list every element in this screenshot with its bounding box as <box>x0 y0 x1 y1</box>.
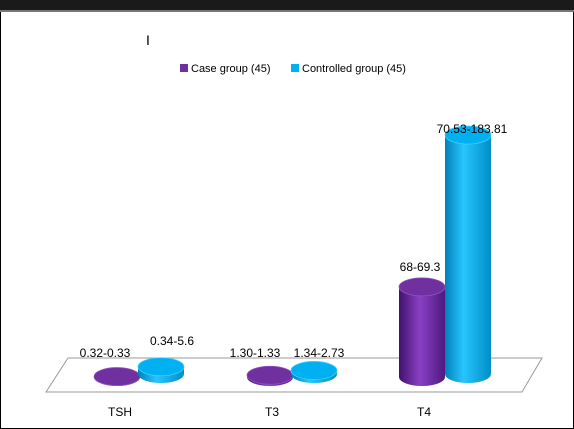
bar-t4-case <box>398 277 446 386</box>
data-label-t4-controlled: 70.53-183.81 <box>437 122 508 136</box>
legend: Case group (45) Controlled group (45) <box>180 63 406 75</box>
legend-label-controlled: Controlled group (45) <box>302 63 406 75</box>
bar-tsh-controlled <box>137 357 185 383</box>
legend-swatch-case <box>180 64 188 72</box>
data-label-t3-case: 1.30-1.33 <box>230 346 281 360</box>
bar-t3-case <box>246 365 294 386</box>
window-top-bar <box>0 0 574 12</box>
bars-layer <box>93 125 492 386</box>
bar-tsh-case <box>93 367 141 386</box>
category-label-t4: T4 <box>417 405 431 419</box>
legend-swatch-controlled <box>291 64 299 72</box>
chart-title: I <box>146 32 150 48</box>
legend-label-case: Case group (45) <box>191 63 271 75</box>
data-label-tsh-controlled: 0.34-5.6 <box>150 334 194 348</box>
category-label-tsh: TSH <box>108 405 132 419</box>
data-label-tsh-case: 0.32-0.33 <box>80 346 131 360</box>
data-label-t3-controlled: 1.34-2.73 <box>294 346 345 360</box>
category-label-t3: T3 <box>265 405 279 419</box>
data-label-t4-case: 68-69.3 <box>400 260 441 274</box>
bar-t4-controlled <box>444 125 492 383</box>
bar-t3-controlled <box>290 361 338 383</box>
